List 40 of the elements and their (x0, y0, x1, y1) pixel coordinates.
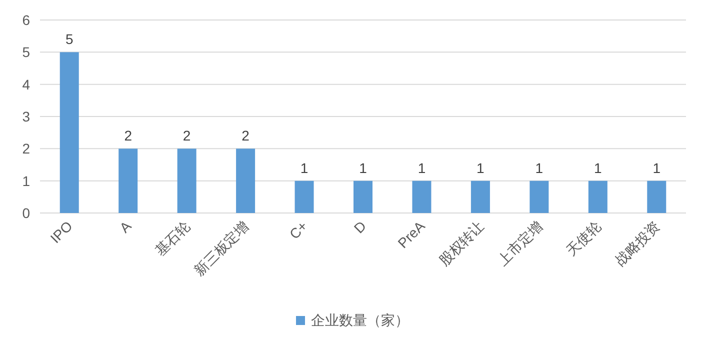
x-tick-label: C+ (286, 218, 310, 242)
data-label: 1 (652, 160, 661, 176)
x-tick-label: A (116, 217, 135, 236)
y-tick-label: 1 (22, 172, 30, 189)
data-label: 2 (124, 128, 132, 144)
data-label: 2 (182, 128, 191, 144)
y-tick-label: 2 (22, 140, 30, 157)
bar (647, 180, 666, 213)
bar (412, 180, 432, 213)
x-tick-label: 新三板定增 (190, 218, 252, 279)
bar (470, 180, 490, 213)
data-label: 1 (594, 160, 602, 176)
bar (177, 148, 196, 213)
x-tick-label: 股权转让 (436, 218, 487, 269)
bar (588, 180, 608, 213)
y-tick-label: 3 (22, 108, 30, 124)
x-tick-label: IPO (47, 218, 76, 246)
x-tick-label: 天使轮 (563, 218, 604, 259)
bar (354, 180, 372, 213)
data-label: 2 (242, 128, 250, 144)
legend-label: 企业数量（家） (311, 312, 409, 328)
data-label: 5 (65, 31, 74, 48)
data-label: 1 (418, 160, 426, 176)
y-tick-label: 5 (22, 44, 30, 60)
data-label: 1 (300, 160, 308, 176)
data-label: 1 (535, 160, 544, 176)
data-label: 1 (476, 160, 485, 176)
data-label: 1 (359, 160, 368, 176)
y-tick-label: 0 (22, 205, 30, 221)
x-tick-label: D (350, 218, 370, 236)
bar (530, 180, 549, 213)
x-tick-label: 战略投资 (612, 218, 663, 269)
x-tick-label: 上市定增 (494, 218, 546, 269)
bar (118, 148, 138, 213)
bar (294, 180, 314, 213)
x-tick-label: 基石轮 (152, 218, 193, 259)
bar (60, 52, 79, 213)
y-tick-label: 4 (22, 76, 30, 92)
y-tick-label: 6 (22, 12, 30, 28)
bar (236, 148, 256, 213)
